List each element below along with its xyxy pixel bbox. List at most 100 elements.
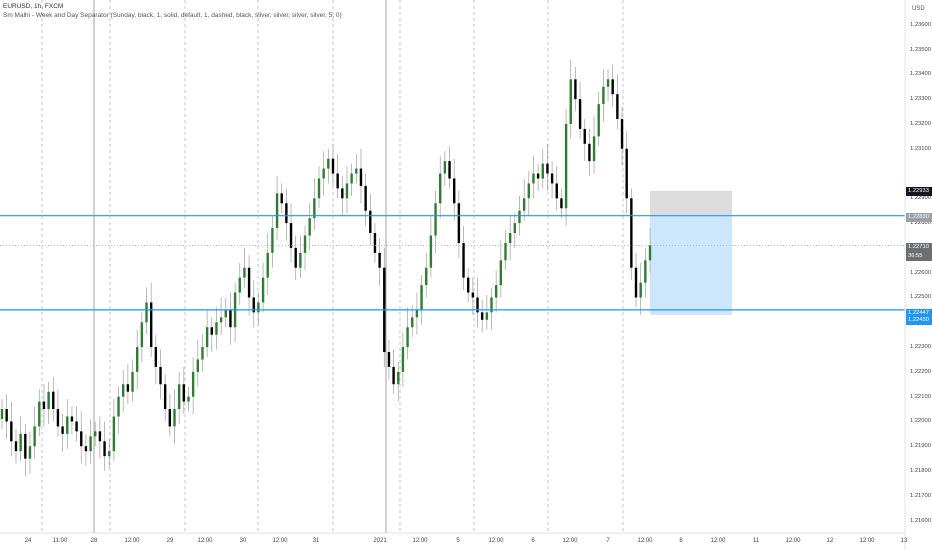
candle-body [588,143,591,162]
price-tick-label: 1.22600 [910,269,931,276]
candle-body [0,409,4,419]
position-lower-zone[interactable] [650,215,732,315]
time-tick-label: 12:00 [272,538,288,544]
price-tag: 1.22430 [906,316,932,325]
price-tick-label: 1.21700 [910,492,931,499]
candle-body [266,252,269,278]
candle-body [131,371,134,392]
candle-body [238,277,241,293]
candle-body [569,79,572,124]
candle-body [466,277,470,293]
candle-body [140,322,144,348]
candle-body [541,163,544,179]
candle-body [70,416,74,422]
candle-body [229,309,232,328]
candle-body [518,210,521,224]
time-tick-label: 28 [90,538,98,544]
time-tick-label: 12 [826,538,834,544]
long-position-tool[interactable] [650,190,732,315]
candle-body [108,451,111,457]
candle-body [462,242,465,278]
candle-body [24,433,27,459]
time-tick-label: 11 [752,538,760,544]
day-week-separators [41,0,624,533]
candle-body [336,173,339,189]
candle-body [196,359,199,372]
candle-body [443,161,447,174]
symbol-legend[interactable]: EURUSD, 1h, FXCM [3,3,64,10]
candle-body [331,158,335,174]
candle-body [359,168,363,186]
candle-body [620,118,624,149]
time-tick-label: 2021 [373,538,387,544]
candle-body [387,352,391,367]
candle-body [560,198,563,209]
price-tag: 36:55 [906,252,932,261]
candle-body [42,401,46,410]
candlestick-series [0,59,652,476]
price-tick-label: 1.21900 [910,443,931,450]
time-tick-label: 31 [312,538,320,544]
candle-body [19,433,22,452]
candle-body [494,285,498,298]
time-tick-label: 12:00 [412,538,428,544]
time-tick-label: 12:00 [488,538,504,544]
candle-body [14,441,18,452]
candle-body [527,183,530,199]
candle-body [84,446,88,452]
candle-body [415,309,419,318]
candle-body [66,416,69,434]
price-tick-label: 1.23100 [910,145,931,152]
candle-body [219,317,223,323]
price-tick-label: 1.22000 [910,418,931,425]
candle-body [648,245,652,261]
candle-body [485,312,489,320]
candle-body [322,168,325,179]
candle-body [355,168,358,174]
candle-body [345,183,349,199]
candle-body [10,421,13,442]
price-tag: 1.22710 [906,243,932,252]
currency-label: USD [912,6,925,12]
candle-body [261,277,265,303]
horizontal-levels[interactable] [0,215,905,311]
candle-body [94,431,97,437]
price-tick-label: 1.21600 [910,517,931,524]
candle-body [369,210,372,234]
candle-body [5,409,8,422]
price-tick-label: 1.22200 [910,368,931,375]
candle-body [592,136,596,162]
time-tick-label: 12:00 [124,538,140,544]
candle-body [294,247,297,268]
price-tick-label: 1.23400 [910,71,931,78]
candle-body [504,242,507,261]
candle-body [257,302,260,313]
time-tick-label: 12:00 [710,538,726,544]
candle-body [33,426,36,447]
candle-body [38,401,41,427]
candle-body [280,193,283,204]
indicator-legend[interactable]: Sm Malhi - Week and Day Separator (Sunda… [3,12,342,19]
candle-body [243,267,246,278]
candle-body [271,228,274,253]
candle-body [429,235,433,268]
price-tick-label: 1.22900 [910,195,931,202]
time-tick-label: 7 [606,538,610,544]
candle-body [425,267,428,286]
candle-body [52,391,55,410]
time-tick-label: 6 [531,538,535,544]
candle-body [28,446,32,459]
candle-body [606,79,610,87]
time-tick-label: 11:00 [52,538,68,544]
candle-body [448,161,451,179]
candle-body [182,384,186,402]
candle-body [154,347,158,367]
candle-body [564,123,568,209]
candle-body [480,312,484,320]
candle-body [508,233,512,243]
position-upper-zone[interactable] [650,190,732,216]
candle-body [373,233,377,253]
candle-body [471,292,475,298]
candle-body [173,409,176,427]
